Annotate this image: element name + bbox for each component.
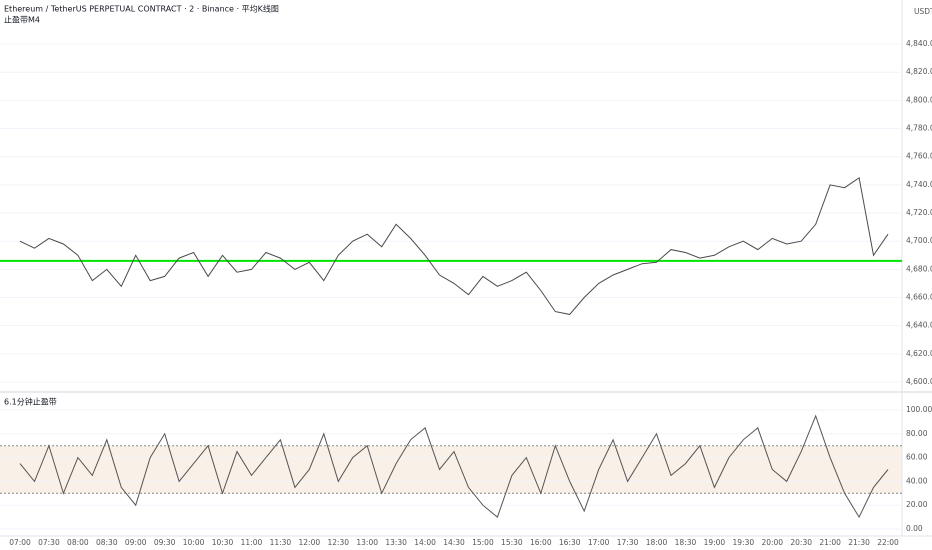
x-tick-label: 18:30 — [675, 538, 697, 547]
x-tick-label: 13:30 — [385, 538, 407, 547]
y-tick-label: 100.00 — [906, 405, 932, 414]
x-tick-label: 14:00 — [414, 538, 436, 547]
currency-label: USDT — [914, 7, 932, 16]
x-tick-label: 07:00 — [9, 538, 31, 547]
x-tick-label: 15:00 — [472, 538, 494, 547]
y-tick-label: 4,720.00 — [906, 208, 932, 217]
x-tick-label: 16:00 — [530, 538, 552, 547]
x-tick-label: 08:00 — [67, 538, 89, 547]
chart-title: Ethereum / TetherUS PERPETUAL CONTRACT ·… — [4, 4, 279, 14]
x-tick-label: 19:00 — [704, 538, 726, 547]
y-tick-label: 4,680.00 — [906, 264, 932, 273]
y-tick-label: 4,700.00 — [906, 236, 932, 245]
y-tick-label: 4,640.00 — [906, 321, 932, 330]
indicator-name: 止盈带M4 — [4, 15, 40, 25]
x-tick-label: 17:00 — [588, 538, 610, 547]
series-line — [19, 176, 889, 315]
x-tick-label: 19:30 — [733, 538, 755, 547]
x-tick-label: 17:30 — [617, 538, 639, 547]
x-tick-label: 21:30 — [848, 538, 870, 547]
y-tick-label: 80.00 — [906, 429, 928, 438]
x-tick-label: 14:30 — [443, 538, 465, 547]
y-tick-label: 20.00 — [906, 500, 928, 509]
x-tick-label: 20:00 — [761, 538, 783, 547]
x-tick-label: 11:30 — [270, 538, 292, 547]
x-tick-label: 16:30 — [559, 538, 581, 547]
x-tick-label: 09:00 — [125, 538, 147, 547]
band-fill — [0, 445, 902, 494]
y-tick-label: 4,820.00 — [906, 67, 932, 76]
x-tick-label: 09:30 — [154, 538, 176, 547]
y-tick-label: 4,840.00 — [906, 39, 932, 48]
x-tick-label: 15:30 — [501, 538, 523, 547]
x-tick-label: 21:00 — [819, 538, 841, 547]
x-tick-label: 08:30 — [96, 538, 118, 547]
x-tick-label: 12:00 — [299, 538, 321, 547]
x-tick-label: 20:30 — [790, 538, 812, 547]
y-tick-label: 4,780.00 — [906, 124, 932, 133]
x-tick-label: 07:30 — [38, 538, 60, 547]
y-tick-label: 4,620.00 — [906, 349, 932, 358]
x-tick-label: 18:00 — [646, 538, 668, 547]
pane-title: 6.1分钟止盈带 — [4, 397, 57, 407]
x-tick-label: 10:30 — [212, 538, 234, 547]
x-tick-label: 11:00 — [241, 538, 263, 547]
y-tick-label: 40.00 — [906, 476, 928, 485]
x-tick-label: 12:30 — [327, 538, 349, 547]
x-tick-label: 13:00 — [356, 538, 378, 547]
x-tick-label: 22:00 — [877, 538, 899, 547]
y-tick-label: 4,800.00 — [906, 95, 932, 104]
y-tick-label: 0.00 — [906, 524, 923, 533]
y-tick-label: 4,660.00 — [906, 293, 932, 302]
y-tick-label: 4,760.00 — [906, 152, 932, 161]
x-tick-label: 10:00 — [183, 538, 205, 547]
series-line — [19, 414, 889, 519]
y-tick-label: 4,600.00 — [906, 377, 932, 386]
y-tick-label: 4,740.00 — [906, 180, 932, 189]
y-tick-label: 60.00 — [906, 453, 928, 462]
